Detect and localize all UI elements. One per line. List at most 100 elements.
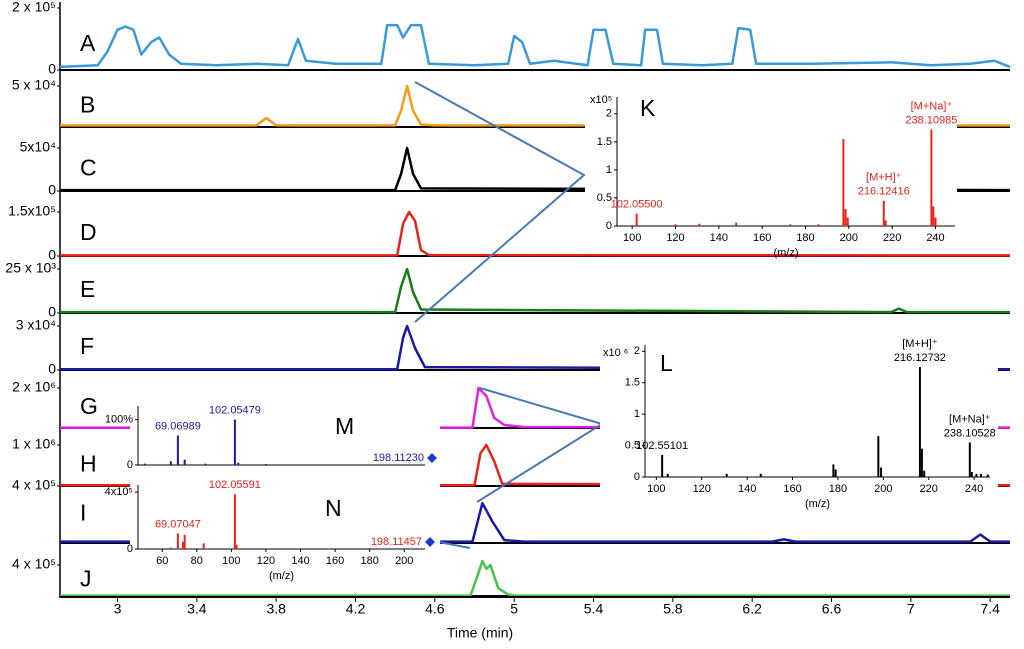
y-tick-label: 5x10⁴ (20, 139, 56, 155)
y-tick-label: 5 x 10⁴ (12, 77, 56, 93)
inset-box (130, 395, 440, 590)
peak-label: 216.12732 (894, 352, 946, 364)
trace-letter: A (80, 30, 96, 56)
ion-label: [M+H]⁺ (902, 338, 938, 350)
inset-y-unit: x10 ⁶ (603, 347, 628, 359)
trace-line (59, 23, 1011, 69)
inset-x-tick-label: 80 (191, 555, 203, 567)
y-tick-label: 2 x 10⁵ (12, 0, 56, 15)
inset-x-tick-label: 100 (647, 483, 665, 495)
inset-y-tick-label: 1 (606, 164, 612, 176)
trace-line (60, 84, 1010, 127)
inset-x-title: (m/z) (805, 498, 830, 510)
inset-y-tick-label: 4x10⁵ (105, 486, 133, 498)
y-tick-label: 0 (48, 61, 56, 77)
inset-y-tick-label: 0.5 (597, 192, 612, 204)
y-tick-label: 4 x 10⁵ (12, 477, 56, 493)
peak-label: 69.06989 (155, 420, 201, 432)
inset-y-tick-label: 0 (127, 543, 133, 555)
inset-letter: L (660, 350, 673, 376)
inset-x-tick-label: 160 (783, 483, 801, 495)
precursor-marker (425, 537, 435, 547)
inset-letter: M (335, 413, 354, 439)
x-tick-label: 6.6 (822, 601, 842, 617)
inset-x-tick-label: 240 (965, 483, 983, 495)
inset-x-tick-label: 160 (326, 555, 344, 567)
x-tick-label: 6.2 (742, 601, 762, 617)
inset-x-tick-label: 140 (710, 232, 728, 244)
inset-y-tick-label: 0 (127, 459, 133, 471)
inset-x-tick-label: 200 (840, 232, 858, 244)
x-tick-label: 5.8 (663, 601, 683, 617)
x-axis-title: Time (min) (447, 625, 513, 641)
inset-x-tick-label: 120 (666, 232, 684, 244)
x-tick-label: 7 (907, 601, 915, 617)
x-tick-label: 5.4 (584, 601, 604, 617)
connectors (414, 81, 605, 549)
peak-label: 69.07047 (155, 518, 201, 530)
peak-label: 238.10528 (944, 427, 996, 439)
ion-label: [M+Na]⁺ (911, 100, 953, 112)
trace-letter: J (80, 566, 92, 592)
y-tick-label: 0 (48, 304, 56, 320)
inset-x-tick-label: 100 (222, 555, 240, 567)
inset-y-tick-label: 0 (606, 220, 612, 232)
trace-line (60, 386, 1011, 429)
trace-line (60, 324, 1011, 371)
inset-x-title: (m/z) (269, 570, 294, 582)
trace-letter: H (80, 451, 97, 477)
x-tick-label: 7.4 (980, 601, 1000, 617)
inset-x-tick-label: 200 (874, 483, 892, 495)
trace-line (60, 146, 1011, 192)
ion-label: [M+H]⁺ (866, 172, 902, 184)
inset-x-tick-label: 200 (395, 555, 413, 567)
trace-letter: C (80, 155, 97, 181)
inset-x-tick-label: 220 (920, 483, 938, 495)
y-tick-label: 3 x10⁴ (16, 317, 56, 333)
inset-y-tick-label: 1.5 (625, 377, 640, 389)
trace-line (60, 443, 1011, 487)
precursor-label: 198.11230 (373, 452, 424, 464)
peak-label: 102.55101 (636, 440, 688, 452)
inset-y-tick-label: 100% (105, 414, 133, 426)
x-tick-label: 3 (114, 601, 122, 617)
x-tick-label: 5 (510, 601, 518, 617)
y-tick-label: 2 x 10⁶ (12, 379, 56, 395)
x-tick-label: 3.4 (187, 601, 207, 617)
y-tick-label: 1 x 10⁶ (12, 436, 56, 452)
precursor-label: 198.11457 (371, 536, 422, 548)
inset-letter: K (640, 95, 656, 121)
inset-x-tick-label: 60 (156, 555, 168, 567)
inset-y-tick-label: 0.5 (625, 439, 640, 451)
inset-y-unit: x10⁵ (590, 94, 612, 106)
inset-y-tick-label: 0 (634, 471, 640, 483)
inset-x-tick-label: 140 (738, 483, 756, 495)
peak-label: 238.10985 (905, 114, 957, 126)
y-tick-label: 0 (48, 182, 56, 198)
inset-x-tick-label: 240 (926, 232, 944, 244)
inset-y-tick-label: 1.5 (597, 136, 612, 148)
trace-line (60, 210, 1011, 257)
inset-y-tick-label: 1 (634, 408, 640, 420)
inset-x-tick-label: 120 (693, 483, 711, 495)
inset-x-tick-label: 180 (829, 483, 847, 495)
ion-label: [M+Na]⁺ (949, 413, 991, 425)
inset-x-tick-label: 120 (257, 555, 275, 567)
peak-label: 216.12416 (858, 186, 910, 198)
trace-line (60, 501, 1010, 543)
y-tick-label: 1.5x10⁵ (8, 203, 56, 219)
peak-label: 102.05479 (209, 405, 261, 417)
y-tick-label: 25 x 10³ (5, 260, 56, 276)
inset-x-tick-label: 100 (623, 232, 641, 244)
y-tick-label: 4 x 10⁵ (12, 556, 56, 572)
inset-x-tick-label: 160 (753, 232, 771, 244)
inset-x-title: (m/z) (773, 247, 798, 259)
connector (414, 81, 586, 323)
inset-x-tick-label: 220 (883, 232, 901, 244)
inset-y-tick-label: 2 (606, 108, 612, 120)
trace-letter: F (80, 333, 94, 359)
peak-label: 102.05500 (611, 199, 663, 211)
trace-letter: B (80, 92, 95, 118)
inset-x-tick-label: 180 (360, 555, 378, 567)
